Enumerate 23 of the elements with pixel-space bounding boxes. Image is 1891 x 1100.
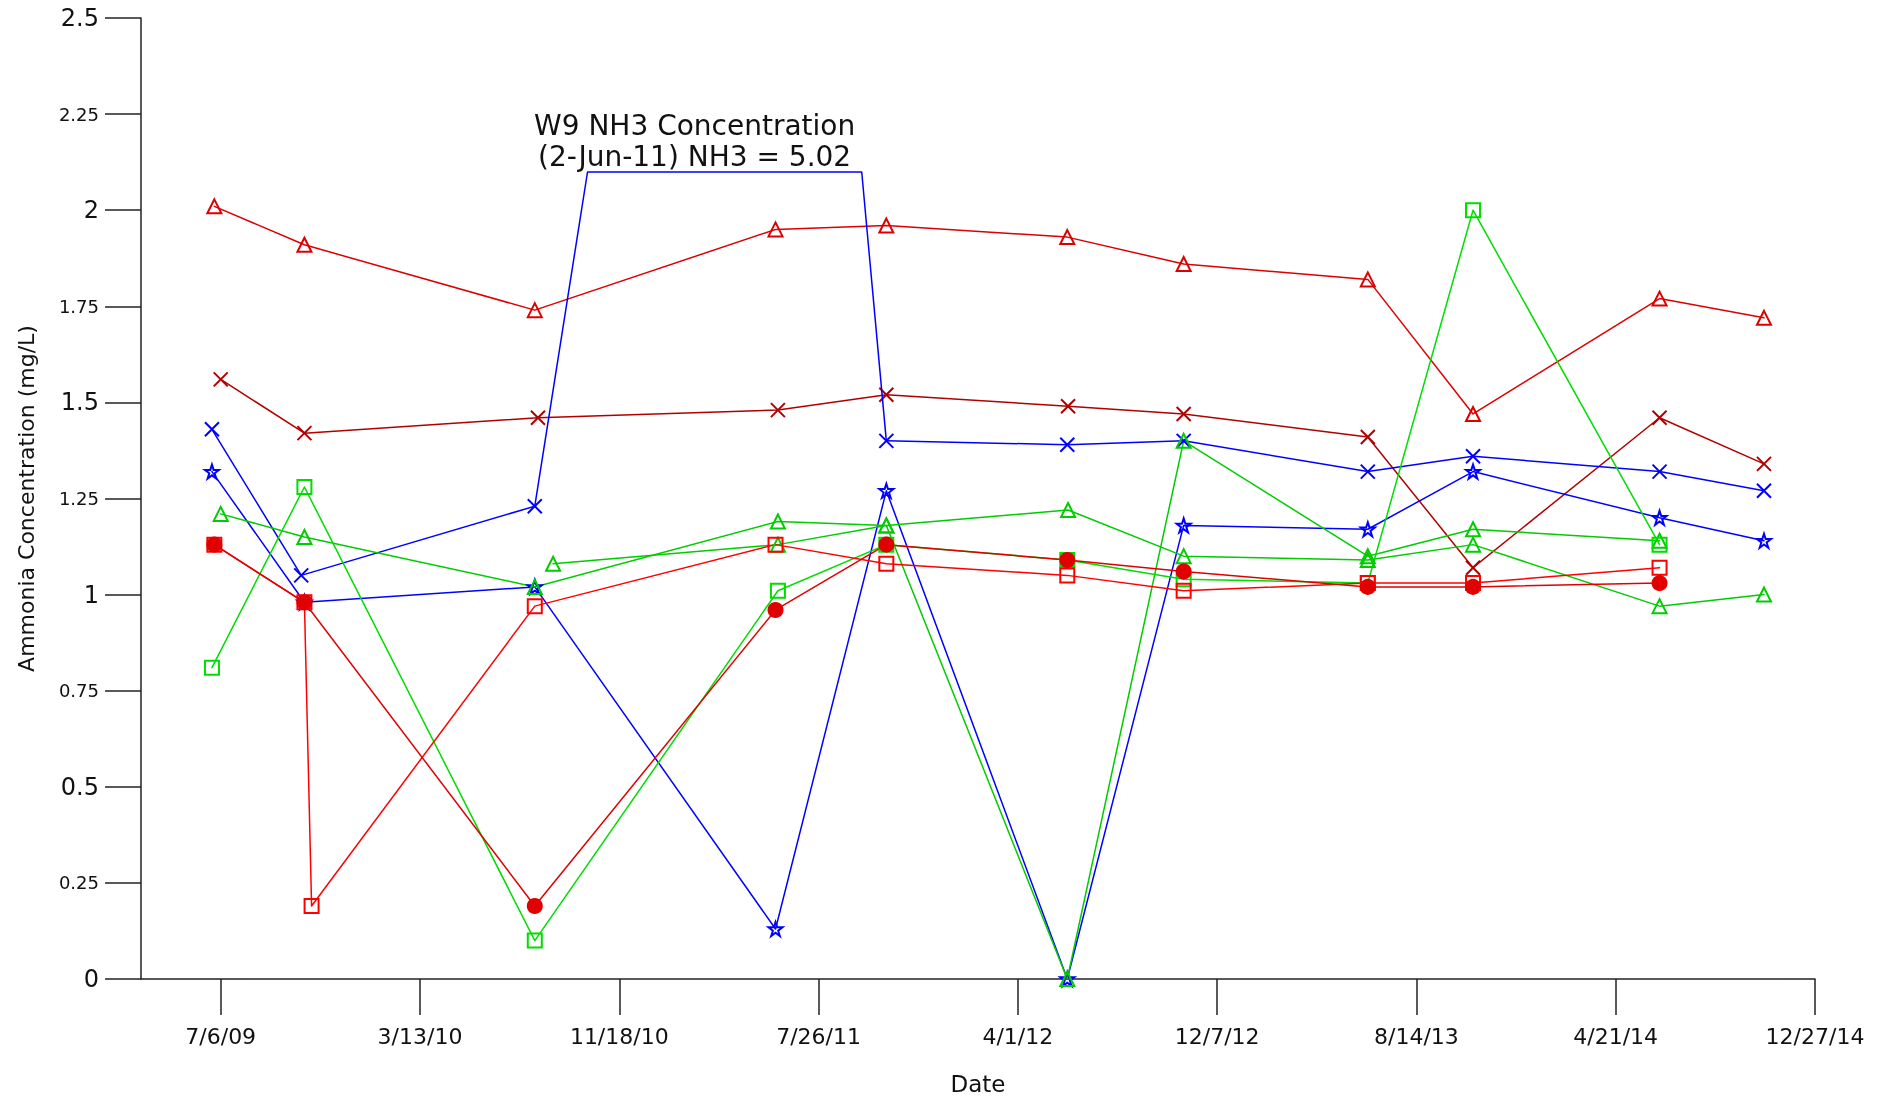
x-tick-label: 7/6/09 bbox=[185, 1023, 257, 1049]
x-tick-label: 3/13/10 bbox=[377, 1023, 463, 1049]
y-tick-label: 0.25 bbox=[58, 872, 99, 894]
x-axis-title: Date bbox=[950, 1070, 1006, 1097]
y-tick-label: 1.5 bbox=[60, 388, 99, 417]
annotation: W9 NH3 Concentration (2-Jun-11) NH3 = 5.02 bbox=[534, 109, 856, 173]
y-tick-label: 1 bbox=[83, 580, 99, 609]
x-tick-label: 7/26/11 bbox=[776, 1023, 861, 1049]
y-tick-label: 1.75 bbox=[58, 295, 99, 317]
y-axis-title: Ammonia Concentration (mg/L) bbox=[13, 325, 39, 672]
y-tick-label: 2.25 bbox=[58, 103, 99, 125]
y-tick-label: 1.25 bbox=[58, 488, 99, 509]
y-tick-label: 2.5 bbox=[60, 4, 99, 32]
y-tick-label: 0 bbox=[83, 965, 99, 993]
y-tick-label: 0.75 bbox=[58, 680, 99, 702]
x-tick-label: 8/14/13 bbox=[1374, 1023, 1459, 1049]
x-tick-label: 4/21/14 bbox=[1573, 1023, 1659, 1049]
x-tick-label: 4/1/12 bbox=[982, 1023, 1054, 1049]
y-tick-label: 0.5 bbox=[60, 772, 99, 801]
x-tick-label: 11/18/10 bbox=[569, 1023, 669, 1049]
x-tick-label: 12/27/14 bbox=[1765, 1023, 1865, 1049]
x-tick-label: 12/7/12 bbox=[1174, 1023, 1260, 1049]
y-tick-label: 2 bbox=[83, 196, 99, 225]
